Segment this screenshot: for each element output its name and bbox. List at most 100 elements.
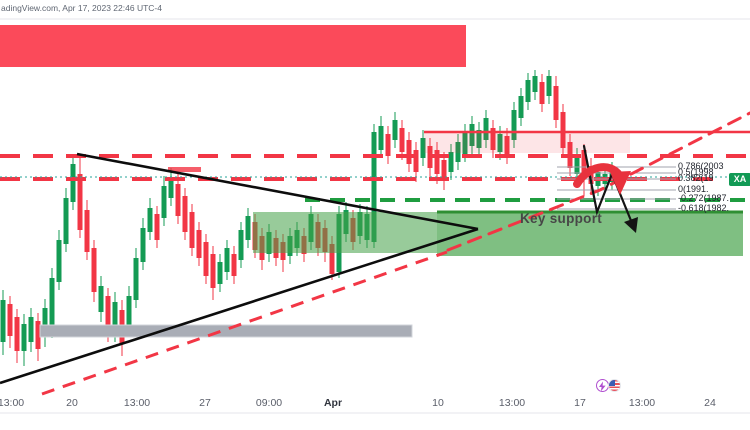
- time-axis-label: 17: [574, 397, 586, 409]
- candle-body: [7, 304, 13, 336]
- candle-body: [483, 118, 489, 140]
- candle-body: [560, 112, 566, 148]
- candle-body: [392, 120, 398, 140]
- candle-body: [133, 258, 139, 300]
- candle-body: [581, 150, 587, 178]
- pink-zone: [424, 132, 630, 153]
- event-flash-icon[interactable]: [596, 379, 609, 392]
- red-mini-bar: [168, 167, 201, 172]
- candle-body: [56, 240, 62, 282]
- candle-body: [63, 198, 69, 244]
- candle-body: [574, 156, 580, 174]
- candle-body: [441, 160, 447, 178]
- candle-body: [511, 110, 517, 140]
- curved-arrowhead: [610, 171, 631, 195]
- candle-body: [504, 136, 510, 154]
- candle-body: [70, 164, 76, 202]
- fib-label: 0.786(2003: [678, 161, 724, 171]
- candle-body: [147, 208, 153, 232]
- candle-body: [140, 228, 146, 262]
- candle-body: [203, 242, 209, 276]
- candle-body: [175, 184, 181, 216]
- triangle-lower: [0, 227, 479, 385]
- candle-body: [98, 286, 104, 312]
- candle-body: [182, 196, 188, 232]
- candle-body: [238, 230, 244, 260]
- candle-body: [84, 210, 90, 252]
- candle-body: [329, 244, 335, 274]
- zigzag-arrowhead: [624, 217, 638, 233]
- green-zone-left: [253, 212, 437, 253]
- candle-body: [168, 177, 174, 198]
- candle-body: [518, 96, 524, 118]
- fib-label: -0.272(1987.: [678, 193, 730, 203]
- candle-body: [91, 248, 97, 292]
- candle-body: [0, 300, 6, 342]
- time-axis-label: 13:00: [123, 397, 151, 409]
- candle-body: [532, 76, 538, 92]
- event-us-flag-icon[interactable]: [608, 379, 621, 392]
- candle-body: [476, 130, 482, 148]
- candle-body: [490, 128, 496, 150]
- candle-body: [553, 86, 559, 120]
- redacted-banner: [0, 25, 466, 67]
- fib-label: 0.5(1998: [678, 167, 714, 177]
- candle-body: [49, 278, 55, 330]
- candle-body: [539, 82, 545, 104]
- attribution-text: adingView.com, Apr 17, 2023 22:46 UTC-4: [1, 3, 162, 13]
- candle-body: [14, 317, 20, 351]
- time-axis-label: Apr: [323, 397, 343, 409]
- candle-body: [385, 134, 391, 156]
- candle-body: [245, 216, 251, 240]
- candle-body: [217, 262, 223, 284]
- candle-body: [210, 254, 216, 288]
- gray-zone: [39, 324, 413, 338]
- candle-body: [77, 174, 83, 230]
- zigzag-arrow: [582, 144, 636, 230]
- candle-body: [21, 324, 27, 351]
- candle-body: [455, 142, 461, 162]
- candle-body: [546, 76, 552, 96]
- annotations-layer: [0, 18, 750, 414]
- time-axis-label: 09:00: [255, 397, 283, 409]
- time-axis-label: 20: [66, 397, 78, 409]
- candle-body: [448, 152, 454, 172]
- candle-body: [434, 150, 440, 174]
- candle-body: [378, 126, 384, 150]
- fib-label: 0.382(19: [678, 173, 714, 183]
- candle-body: [371, 132, 377, 242]
- candle-body: [420, 138, 426, 158]
- candle-body: [126, 296, 132, 326]
- triangle-upper: [76, 152, 479, 231]
- time-axis-label: 13:00: [628, 397, 656, 409]
- candle-body: [224, 248, 230, 272]
- candle-body: [189, 212, 195, 248]
- candle-body: [105, 296, 111, 330]
- candle-body: [28, 317, 34, 342]
- time-axis-label: 13:00: [0, 397, 25, 409]
- candle-body: [588, 166, 594, 184]
- time-axis-label: 24: [704, 397, 716, 409]
- candle-body: [406, 140, 412, 164]
- candle-body: [35, 321, 41, 349]
- trend-dashed-b: [446, 111, 750, 252]
- fib-label: 0(1991.: [678, 184, 709, 194]
- candle-body: [231, 254, 237, 276]
- candle-body: [525, 80, 531, 102]
- fib-label: -0.618(1982.: [678, 203, 730, 213]
- candle-body: [154, 214, 160, 240]
- candle-body: [161, 186, 167, 218]
- time-axis-label: 10: [432, 397, 444, 409]
- candle-body: [399, 128, 405, 152]
- price-badge: XA: [729, 173, 750, 186]
- time-axis-label: 13:00: [498, 397, 526, 409]
- candle-body: [469, 124, 475, 146]
- trend-dashed-a: [41, 250, 448, 396]
- candle-body: [112, 302, 118, 330]
- candle-body: [462, 132, 468, 154]
- candle-body: [42, 308, 48, 337]
- candle-body: [413, 150, 419, 172]
- candle-body: [196, 230, 202, 258]
